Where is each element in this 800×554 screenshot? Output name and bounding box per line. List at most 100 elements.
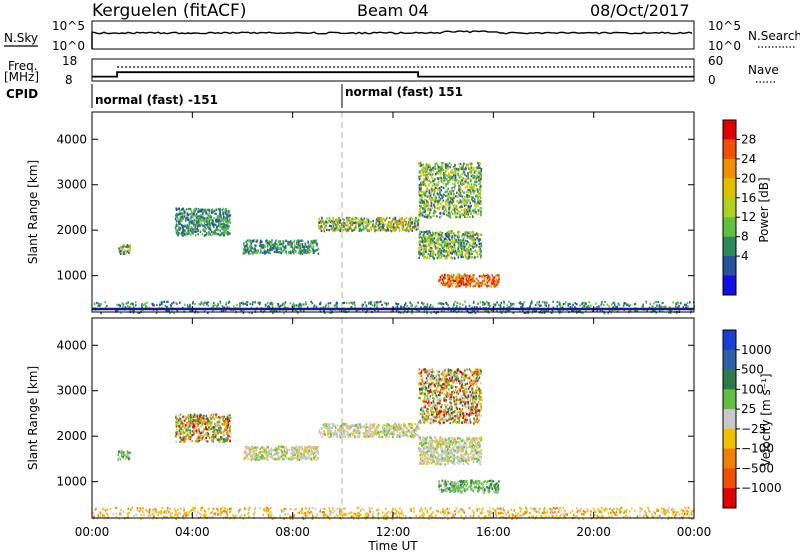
scatter-point [182, 429, 184, 432]
scatter-point [475, 277, 478, 280]
scatter-point [470, 250, 473, 253]
scatter-point [468, 278, 470, 281]
scatter-point [454, 168, 456, 171]
scatter-point [277, 305, 280, 308]
scatter-point [282, 302, 284, 305]
scatter-point [144, 302, 146, 305]
scatter-point [212, 211, 214, 214]
scatter-point [447, 180, 449, 183]
scatter-point [479, 285, 481, 288]
scatter-point [178, 207, 180, 210]
scatter-point [220, 232, 223, 235]
scatter-point [222, 440, 225, 443]
scatter-point [418, 175, 420, 178]
scatter-point [200, 217, 203, 220]
scatter-point [440, 214, 443, 217]
scatter-point [190, 220, 192, 223]
scatter-point [500, 311, 503, 314]
scatter-point [402, 221, 404, 224]
scatter-point [463, 208, 465, 211]
scatter-point [457, 256, 460, 259]
scatter-point [194, 414, 197, 417]
scatter-point [332, 230, 335, 233]
scatter-point [453, 243, 456, 246]
scatter-point [429, 166, 432, 169]
scatter-point [203, 309, 206, 313]
scatter-point [457, 233, 460, 236]
scatter-point [474, 238, 477, 241]
scatter-point [411, 221, 413, 224]
scatter-point [213, 431, 215, 434]
power-panel [91, 111, 695, 313]
scatter-point [308, 248, 311, 251]
scatter-point [335, 304, 337, 307]
scatter-point [363, 221, 366, 224]
scatter-point [443, 205, 445, 208]
scatter-point [465, 244, 467, 247]
scatter-point [469, 178, 472, 182]
scatter-point [217, 215, 219, 218]
scatter-point [296, 242, 299, 245]
scatter-point [207, 220, 210, 223]
scatter-point [357, 217, 359, 220]
nave-tick-bottom: 0 [708, 73, 716, 87]
scatter-point [408, 221, 411, 224]
scatter-point [185, 438, 188, 441]
scatter-point [444, 163, 447, 166]
scatter-point [182, 431, 185, 434]
scatter-point [217, 302, 219, 305]
scatter-point [435, 183, 438, 186]
scatter-point [355, 310, 358, 313]
scatter-point [336, 305, 338, 308]
scatter-point [425, 248, 427, 251]
scatter-point [472, 240, 475, 244]
scatter-point [478, 170, 481, 173]
scatter-point [438, 253, 441, 256]
scatter-point [453, 182, 456, 185]
cpid-segment-1: normal (fast) -151 [95, 93, 218, 107]
scatter-point [345, 224, 348, 227]
scatter-point [443, 276, 445, 279]
scatter-point [474, 189, 477, 192]
scatter-point [457, 180, 460, 183]
scatter-point [462, 241, 465, 244]
scatter-point [426, 237, 428, 240]
scatter-point [411, 218, 414, 221]
scatter-point [441, 162, 443, 165]
scatter-point [212, 224, 214, 227]
scatter-point [297, 251, 300, 255]
scatter-point [191, 215, 194, 218]
scatter-point [271, 306, 274, 309]
scatter-point [458, 230, 461, 233]
scatter-point [445, 243, 447, 246]
scatter-point [211, 208, 214, 211]
scatter-point [430, 200, 432, 204]
scatter-point [270, 240, 273, 244]
scatter-point [316, 244, 318, 247]
scatter-point [242, 252, 245, 255]
scatter-point [455, 254, 458, 257]
scatter-point [466, 252, 469, 255]
scatter-point [221, 435, 224, 438]
scatter-point [462, 238, 464, 241]
scatter-point [457, 195, 459, 198]
scatter-point [452, 190, 454, 193]
scatter-point [468, 232, 471, 235]
scatter-point [458, 274, 460, 277]
scatter-point [133, 309, 135, 312]
scatter-point [325, 228, 328, 231]
scatter-point [97, 304, 100, 307]
scatter-point [538, 300, 541, 304]
scatter-point [445, 164, 448, 167]
scatter-point [216, 421, 219, 424]
scatter-point [125, 249, 127, 252]
scatter-point [177, 217, 179, 220]
scatter-point [181, 214, 184, 217]
scatter-point [408, 228, 411, 232]
scatter-point [252, 452, 255, 455]
scatter-point [448, 207, 450, 210]
scatter-point [445, 199, 448, 202]
scatter-point [172, 301, 175, 304]
scatter-point [480, 282, 482, 285]
scatter-point [427, 236, 429, 239]
